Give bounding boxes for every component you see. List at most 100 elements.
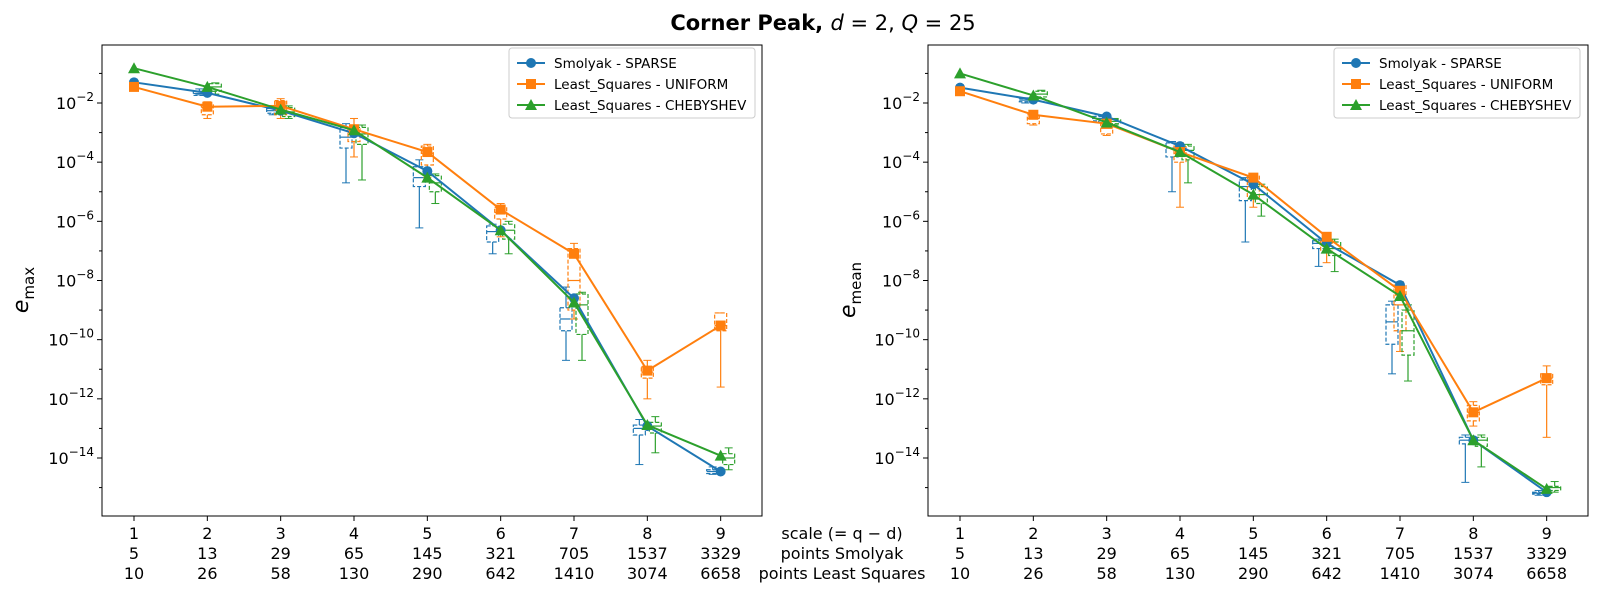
- x-tick-label: 26: [197, 564, 217, 583]
- x-tick-label: 642: [1311, 564, 1342, 583]
- x-tick-label: 1: [955, 524, 965, 543]
- data-point: [1321, 231, 1332, 242]
- x-tick-label: 1537: [627, 544, 668, 563]
- legend-label: Smolyak - SPARSE: [1379, 56, 1502, 72]
- data-point: [1541, 373, 1552, 384]
- x-tick-label: 29: [1096, 544, 1116, 563]
- data-point: [1467, 434, 1480, 446]
- x-tick-label: 5: [129, 544, 139, 563]
- legend-marker: [526, 58, 536, 68]
- data-point: [1248, 172, 1259, 183]
- x-tick-label: 6: [496, 524, 506, 543]
- data-point: [422, 147, 433, 158]
- legend-marker: [525, 99, 537, 110]
- x-tick-label: 1: [129, 524, 139, 543]
- box: [428, 175, 442, 193]
- y-tick-label: 10−6: [56, 208, 94, 231]
- y-tick-label: 10−12: [874, 386, 920, 409]
- data-point: [954, 67, 966, 79]
- x-tick-label: 6658: [700, 564, 741, 583]
- data-point: [1247, 188, 1260, 200]
- x-tick-label: 3074: [627, 564, 668, 583]
- legend-box: [508, 47, 756, 119]
- x-tick-label: 9: [716, 524, 726, 543]
- x-tick-label: 3: [276, 524, 286, 543]
- data-point: [569, 248, 579, 259]
- x-tick-label: 58: [1096, 564, 1116, 583]
- box: [567, 247, 581, 311]
- x-tick-label: 5: [422, 524, 432, 543]
- box: [632, 424, 646, 436]
- y-tick-label: 10−2: [56, 90, 94, 113]
- data-point: [1540, 482, 1553, 494]
- x-tick-label: 10: [124, 564, 144, 583]
- y-axis-label: emax: [9, 267, 38, 313]
- y-tick-label: 10−8: [882, 268, 920, 291]
- x-tick-label: 29: [270, 544, 290, 563]
- data-point: [421, 171, 434, 183]
- y-tick-label: 10−2: [882, 90, 920, 113]
- legend-label: Least_Squares - CHEBYSHEV: [1379, 98, 1572, 114]
- data-point: [642, 365, 653, 376]
- x-tick-label: 6658: [1526, 564, 1567, 583]
- data-point: [1394, 289, 1406, 301]
- x-tick-label: 7: [569, 524, 579, 543]
- x-tick-label: 13: [1023, 544, 1043, 563]
- x-tick-label: 65: [344, 544, 364, 563]
- x-tick-label: 5: [955, 544, 965, 563]
- box: [1466, 404, 1480, 422]
- data-point: [1174, 146, 1186, 158]
- legend-marker: [1351, 79, 1361, 89]
- x-tick-label: 6: [1322, 524, 1332, 543]
- x-tick-label: 4: [1175, 524, 1185, 543]
- legend-label: Least_Squares - CHEBYSHEV: [554, 98, 747, 114]
- series-line: [133, 81, 722, 473]
- data-point: [128, 62, 140, 74]
- x-tick-label: 290: [412, 564, 443, 583]
- data-point: [568, 296, 580, 308]
- x-tick-label: 8: [1468, 524, 1478, 543]
- data-point: [715, 320, 726, 331]
- y-tick-label: 10−12: [48, 386, 94, 409]
- chart-title: Corner Peak, d = 2, Q = 25: [670, 11, 975, 35]
- data-point: [422, 166, 433, 177]
- box: [1385, 304, 1399, 345]
- data-point: [1320, 242, 1333, 254]
- x-tick-label: 58: [270, 564, 290, 583]
- x-tick-label: 8: [642, 524, 652, 543]
- data-point: [1027, 89, 1040, 101]
- x-tick-label: 2: [202, 524, 212, 543]
- x-tick-label: 2: [1028, 524, 1038, 543]
- legend: Smolyak - SPARSE Least_Squares - UNIFORM L…: [1333, 47, 1581, 119]
- data-point: [1028, 109, 1039, 120]
- legend-label: Least_Squares - UNIFORM: [554, 77, 728, 93]
- data-point: [274, 103, 287, 115]
- data-point: [715, 466, 726, 477]
- legend-marker: [526, 79, 536, 89]
- y-tick-label: 10−6: [882, 208, 920, 231]
- x-tick-label: 1537: [1453, 544, 1494, 563]
- plot-panel-emean: 10−210−410−610−810−1010−1210−14emean1510…: [836, 44, 1589, 583]
- legend: Smolyak - SPARSE Least_Squares - UNIFORM L…: [508, 47, 756, 119]
- legend-marker: [1350, 99, 1362, 110]
- y-tick-label: 10−10: [874, 327, 920, 350]
- box: [559, 307, 573, 332]
- y-tick-label: 10−8: [56, 268, 94, 291]
- data-point: [1100, 116, 1113, 128]
- y-tick-label: 10−14: [48, 445, 94, 468]
- box: [575, 293, 589, 336]
- x-tick-label: 130: [339, 564, 370, 583]
- x-tick-label: 290: [1238, 564, 1269, 583]
- x-tick-label: 321: [1311, 544, 1342, 563]
- x-tick-label: 642: [485, 564, 516, 583]
- x-tick-label: 10: [950, 564, 970, 583]
- x-tick-label: 1410: [554, 564, 595, 583]
- box: [1401, 309, 1415, 356]
- x-tick-label: 705: [1385, 544, 1416, 563]
- data-point: [714, 449, 727, 461]
- data-point: [202, 101, 213, 112]
- data-point: [1468, 407, 1479, 418]
- data-point: [494, 224, 507, 236]
- data-point: [955, 86, 965, 97]
